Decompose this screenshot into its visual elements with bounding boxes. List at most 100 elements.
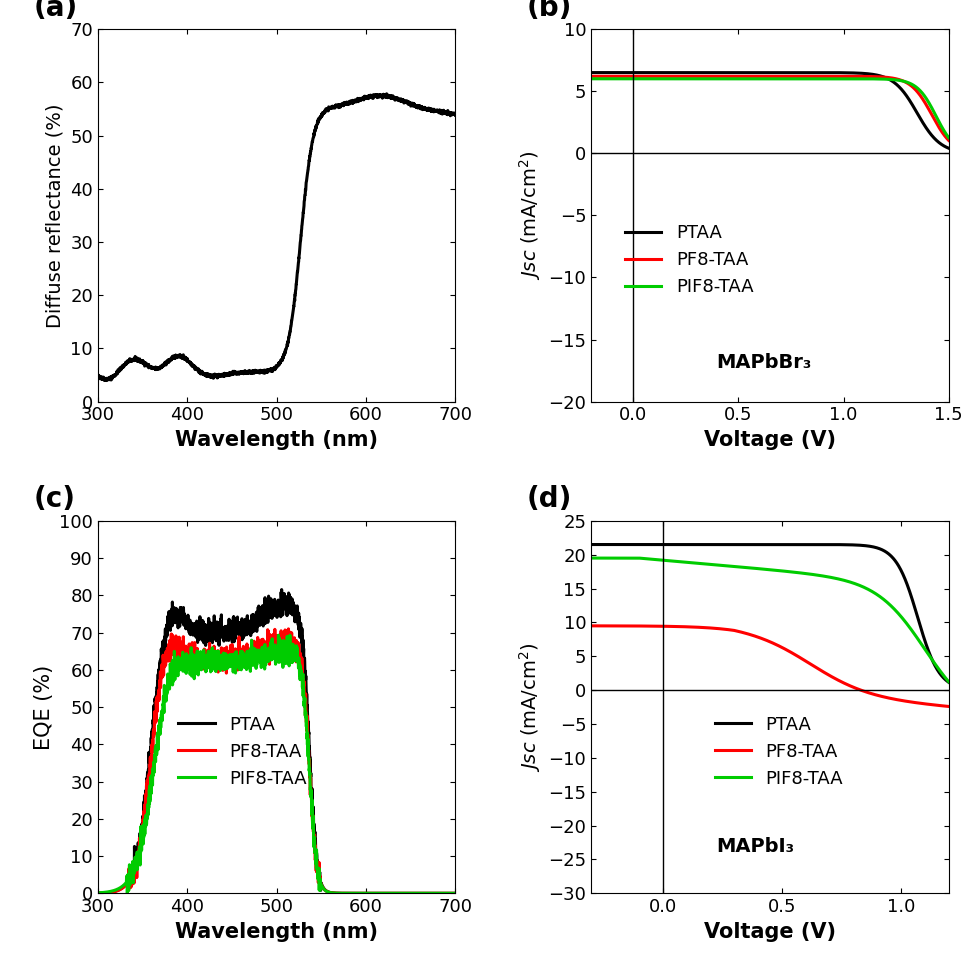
PF8-TAA: [373, 887, 385, 899]
Text: MAPbI₃: MAPbI₃: [715, 837, 793, 856]
Text: (a): (a): [33, 0, 77, 21]
PIF8-TAA: [439, 887, 450, 899]
PTAA: [742, 67, 753, 79]
PF8-TAA: [439, 887, 450, 899]
PF8-TAA: [282, 623, 294, 635]
PIF8-TAA: [863, 585, 874, 596]
PTAA: [439, 887, 450, 899]
PF8-TAA: [942, 701, 954, 713]
PIF8-TAA: [373, 887, 385, 899]
PF8-TAA: [584, 71, 596, 83]
PIF8-TAA: [863, 73, 874, 84]
Legend: PTAA, PF8-TAA, PIF8-TAA: PTAA, PF8-TAA, PIF8-TAA: [706, 709, 849, 795]
PTAA: [92, 887, 104, 899]
Line: PF8-TAA: PF8-TAA: [98, 629, 455, 893]
PTAA: [621, 539, 633, 551]
PIF8-TAA: [121, 887, 133, 899]
PF8-TAA: [870, 689, 881, 701]
Line: PTAA: PTAA: [590, 545, 948, 683]
PTAA: [942, 677, 954, 688]
Y-axis label: Diffuse reflectance (%): Diffuse reflectance (%): [46, 103, 64, 327]
PIF8-TAA: [439, 887, 450, 899]
X-axis label: Wavelength (nm): Wavelength (nm): [175, 921, 378, 942]
PIF8-TAA: [942, 676, 954, 687]
Line: PF8-TAA: PF8-TAA: [590, 77, 948, 141]
PF8-TAA: [863, 687, 874, 699]
PIF8-TAA: [273, 629, 284, 641]
PTAA: [863, 68, 874, 80]
PF8-TAA: [829, 674, 841, 686]
PIF8-TAA: [829, 73, 841, 84]
PF8-TAA: [829, 71, 841, 83]
PTAA: [256, 618, 268, 629]
X-axis label: Voltage (V): Voltage (V): [703, 921, 835, 942]
PIF8-TAA: [742, 562, 753, 574]
PIF8-TAA: [870, 73, 881, 84]
PTAA: [729, 67, 741, 79]
PF8-TAA: [870, 71, 881, 83]
PF8-TAA: [729, 71, 741, 83]
X-axis label: Voltage (V): Voltage (V): [703, 430, 835, 450]
PTAA: [729, 539, 741, 551]
PTAA: [870, 69, 881, 81]
PF8-TAA: [729, 625, 741, 637]
PIF8-TAA: [742, 73, 753, 84]
PIF8-TAA: [266, 635, 277, 647]
PF8-TAA: [621, 620, 633, 632]
PTAA: [110, 886, 122, 897]
Text: (c): (c): [33, 486, 75, 514]
Text: (b): (b): [527, 0, 572, 21]
PF8-TAA: [92, 887, 104, 899]
Legend: PTAA, PF8-TAA, PIF8-TAA: PTAA, PF8-TAA, PIF8-TAA: [617, 217, 760, 303]
PIF8-TAA: [729, 561, 741, 573]
PTAA: [584, 67, 596, 79]
PIF8-TAA: [584, 73, 596, 84]
PF8-TAA: [110, 886, 122, 897]
PTAA: [439, 887, 450, 899]
PTAA: [621, 67, 633, 79]
PTAA: [829, 539, 841, 551]
Y-axis label: EQE (%): EQE (%): [33, 664, 54, 750]
PIF8-TAA: [92, 887, 104, 899]
Y-axis label: $\it{Jsc}$ (mA/cm$^2$): $\it{Jsc}$ (mA/cm$^2$): [516, 151, 542, 281]
PTAA: [266, 604, 277, 616]
Y-axis label: $\it{Jsc}$ (mA/cm$^2$): $\it{Jsc}$ (mA/cm$^2$): [516, 642, 542, 772]
PTAA: [742, 539, 753, 551]
Legend: PTAA, PF8-TAA, PIF8-TAA: PTAA, PF8-TAA, PIF8-TAA: [171, 709, 314, 795]
PF8-TAA: [256, 645, 268, 656]
PIF8-TAA: [870, 588, 881, 600]
PF8-TAA: [449, 887, 461, 899]
PF8-TAA: [584, 620, 596, 632]
X-axis label: Wavelength (nm): Wavelength (nm): [175, 430, 378, 450]
PIF8-TAA: [110, 884, 122, 895]
PTAA: [863, 541, 874, 552]
PF8-TAA: [742, 628, 753, 640]
Line: PIF8-TAA: PIF8-TAA: [590, 558, 948, 682]
PF8-TAA: [742, 71, 753, 83]
PIF8-TAA: [256, 648, 268, 659]
PTAA: [870, 542, 881, 553]
Line: PF8-TAA: PF8-TAA: [590, 626, 948, 707]
PIF8-TAA: [829, 573, 841, 585]
PTAA: [942, 143, 954, 154]
Line: PTAA: PTAA: [98, 589, 455, 893]
Text: MAPbBr₃: MAPbBr₃: [715, 352, 811, 372]
PF8-TAA: [942, 135, 954, 147]
PF8-TAA: [863, 71, 874, 83]
PF8-TAA: [621, 71, 633, 83]
PTAA: [373, 887, 385, 899]
PTAA: [449, 887, 461, 899]
PIF8-TAA: [584, 552, 596, 564]
Line: PIF8-TAA: PIF8-TAA: [590, 79, 948, 138]
PIF8-TAA: [729, 73, 741, 84]
PTAA: [584, 539, 596, 551]
Line: PTAA: PTAA: [590, 73, 948, 149]
PIF8-TAA: [942, 132, 954, 144]
PIF8-TAA: [621, 552, 633, 564]
Line: PIF8-TAA: PIF8-TAA: [98, 635, 455, 893]
PTAA: [829, 67, 841, 79]
PIF8-TAA: [449, 887, 461, 899]
PF8-TAA: [266, 639, 277, 651]
Text: (d): (d): [527, 486, 572, 514]
PF8-TAA: [439, 887, 450, 899]
